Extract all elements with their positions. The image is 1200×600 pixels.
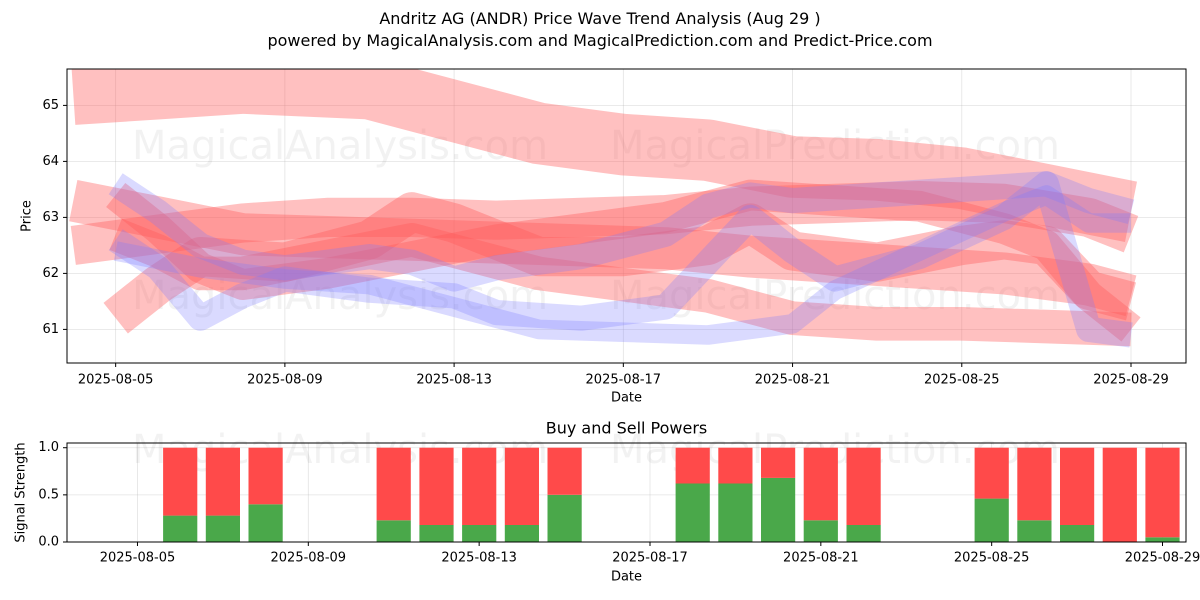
buy-power-bar (376, 520, 411, 542)
signal-x-tick-label: 2025-08-13 (441, 551, 517, 566)
signal-y-axis-label: Signal Strength (14, 442, 29, 542)
buy-power-bar (205, 515, 240, 542)
chart-subtitle: powered by MagicalAnalysis.com and Magic… (267, 31, 933, 50)
buy-power-bar (163, 515, 198, 542)
price-axes-frame (66, 68, 1187, 364)
buy-power-bar (1017, 520, 1052, 542)
price-x-tick-label: 2025-08-09 (247, 373, 323, 388)
sell-power-bar (761, 447, 796, 478)
price-y-tick-label: 64 (42, 154, 59, 169)
price-bands (69, 69, 1141, 348)
signal-x-tick-label: 2025-08-17 (612, 551, 688, 566)
price-x-tick-label: 2025-08-25 (924, 373, 1000, 388)
red-wave-band (106, 179, 1141, 342)
sell-power-bar (974, 447, 1009, 499)
buy-power-bar (419, 525, 454, 542)
signal-panel: MagicalAnalysis.comMagicalPrediction.com… (14, 419, 1200, 585)
signal-x-tick-label: 2025-08-25 (954, 551, 1030, 566)
sell-power-bar (1102, 447, 1137, 542)
buy-power-bar (718, 483, 753, 542)
buy-power-bar (974, 498, 1009, 542)
blue-wave-band (108, 171, 1133, 348)
buy-power-bar (504, 525, 539, 542)
red-wave-band (71, 69, 1137, 243)
buy-power-bar (1060, 525, 1095, 542)
signal-y-tick-label: 0.0 (38, 535, 59, 550)
sell-power-bar (547, 447, 582, 495)
sell-power-bar (376, 447, 411, 521)
blue-wave-band (108, 171, 1135, 292)
sell-power-bar (718, 447, 753, 484)
price-x-tick-label: 2025-08-17 (586, 373, 662, 388)
buy-power-bar (547, 494, 582, 542)
signal-x-tick-label: 2025-08-21 (783, 551, 859, 566)
chart-title: Andritz AG (ANDR) Price Wave Trend Analy… (379, 9, 821, 28)
sell-power-bar (205, 447, 240, 516)
watermark-text: MagicalPrediction.com (610, 273, 1060, 319)
price-x-tick-label: 2025-08-29 (1093, 373, 1169, 388)
buy-power-bar (761, 477, 796, 542)
watermark-text: MagicalPrediction.com (610, 123, 1060, 169)
sell-power-bar (504, 447, 539, 525)
signal-chart-title: Buy and Sell Powers (546, 419, 708, 438)
signal-x-tick-label: 2025-08-05 (100, 551, 176, 566)
sell-power-bar (419, 447, 454, 525)
buy-power-bar (675, 483, 710, 542)
red-wave-band (109, 218, 1132, 347)
price-y-tick-label: 62 (42, 266, 59, 281)
signal-axes-frame (66, 442, 1187, 543)
sell-power-bar (462, 447, 497, 525)
watermark-text: MagicalAnalysis.com (132, 273, 548, 319)
sell-power-bar (1145, 447, 1180, 538)
signal-x-axis-label: Date (611, 570, 642, 585)
price-x-axis-label: Date (611, 391, 642, 406)
buy-power-bar (1145, 537, 1180, 542)
signal-y-tick-label: 1.0 (38, 440, 59, 455)
price-x-tick-label: 2025-08-05 (78, 373, 154, 388)
buy-power-bar (462, 525, 497, 542)
buy-power-bar (248, 504, 283, 542)
sell-power-bar (1017, 447, 1052, 521)
price-x-tick-label: 2025-08-21 (755, 373, 831, 388)
signal-x-tick-label: 2025-08-29 (1125, 551, 1200, 566)
sell-power-bar (248, 447, 283, 505)
price-panel: MagicalAnalysis.com MagicalPrediction.com… (20, 68, 1187, 406)
sell-power-bar (846, 447, 881, 525)
sell-power-bar (1060, 447, 1095, 525)
red-wave-band (70, 181, 1139, 265)
price-y-tick-label: 61 (42, 322, 59, 337)
watermark-text: MagicalAnalysis.com (132, 123, 548, 169)
buy-power-bar (803, 520, 838, 542)
signal-y-tick-label: 0.5 (38, 487, 59, 502)
sell-power-bar (163, 447, 198, 516)
signal-x-tick-label: 2025-08-09 (271, 551, 347, 566)
price-y-axis-label: Price (20, 200, 35, 232)
sell-power-bar (675, 447, 710, 484)
buy-power-bar (846, 525, 881, 542)
price-x-tick-label: 2025-08-13 (416, 373, 492, 388)
price-y-tick-label: 63 (42, 210, 59, 225)
sell-power-bar (803, 447, 838, 521)
red-wave-band (103, 192, 1137, 334)
red-wave-band (69, 180, 1137, 317)
blue-wave-band (113, 185, 1131, 345)
price-y-tick-label: 65 (42, 98, 59, 113)
